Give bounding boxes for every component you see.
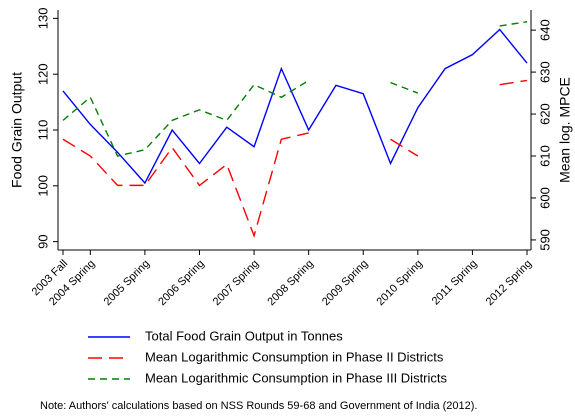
x-tick-label: 2009 Spring bbox=[320, 258, 370, 308]
x-tick-label: 2012 Spring bbox=[484, 258, 534, 308]
y-axis-title: Food Grain Output bbox=[9, 72, 25, 188]
x-tick-label: 2007 Spring bbox=[211, 258, 261, 308]
legend-label: Mean Logarithmic Consumption in Phase II… bbox=[145, 349, 444, 364]
x-tick-label: 2010 Spring bbox=[375, 258, 425, 308]
series-line bbox=[62, 79, 528, 238]
y2-axis-title: Mean log. MPCE bbox=[557, 77, 573, 183]
x-tick-label: 2011 Spring bbox=[430, 258, 480, 308]
y2-tick-label: 600 bbox=[537, 187, 552, 209]
y-tick-label: 120 bbox=[35, 63, 50, 85]
y2-tick-label: 640 bbox=[537, 19, 552, 41]
x-tick-label: 2006 Spring bbox=[156, 258, 206, 308]
y-tick-label: 110 bbox=[35, 120, 50, 141]
y2-tick-label: 610 bbox=[537, 145, 552, 167]
series-line bbox=[62, 28, 528, 185]
series-line bbox=[62, 21, 528, 157]
legend-label: Mean Logarithmic Consumption in Phase II… bbox=[145, 370, 448, 385]
y-tick-label: 130 bbox=[35, 8, 50, 30]
x-tick-label: 2005 Spring bbox=[102, 258, 152, 308]
note: Note: Authors' calculations based on NSS… bbox=[40, 400, 477, 412]
y-tick-label: 90 bbox=[35, 234, 50, 248]
y2-tick-label: 590 bbox=[537, 229, 552, 251]
y2-tick-label: 630 bbox=[537, 61, 552, 83]
x-tick-label: 2008 Spring bbox=[265, 258, 315, 308]
y2-tick-label: 620 bbox=[537, 103, 552, 125]
legend-label: Total Food Grain Output in Tonnes bbox=[145, 328, 343, 343]
y-tick-label: 100 bbox=[35, 175, 50, 197]
